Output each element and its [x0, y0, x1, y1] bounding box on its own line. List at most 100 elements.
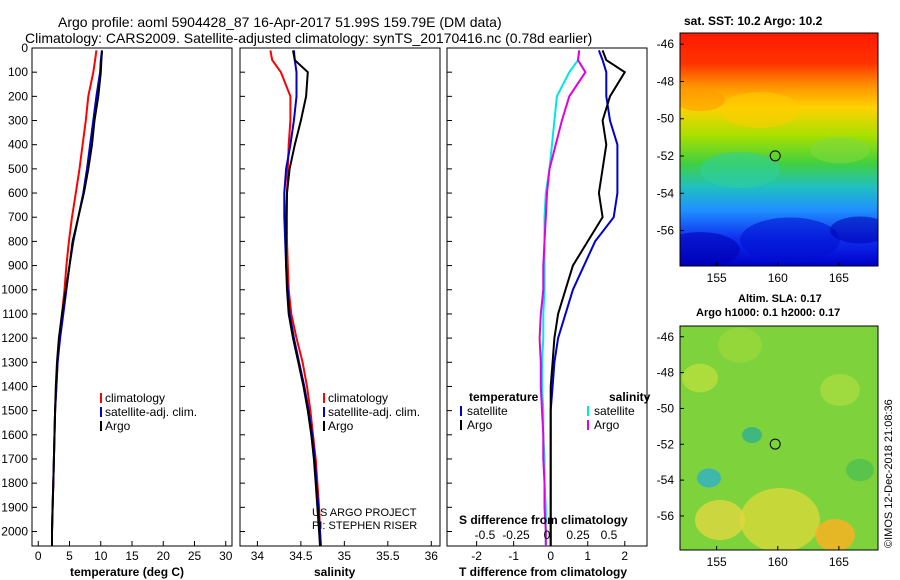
- sst-texture-blob: [700, 152, 780, 188]
- sst-map: sat. SST: 10.2 Argo: 10.2 -46 -48 -50 -52 -5…: [657, 14, 879, 285]
- ytick-label: 1900: [1, 500, 28, 514]
- ytick-label: 1700: [1, 452, 28, 466]
- sla-map-title2: Argo h1000: 0.1 h2000: 0.17: [696, 307, 840, 319]
- difference-xticks: -2 -1 0 1 2: [471, 541, 628, 563]
- temperature-plot-frame: [31, 47, 233, 547]
- sla-texture-blob: [682, 363, 718, 393]
- sla-texture-blob: [742, 427, 762, 443]
- legend-label: satellite: [594, 404, 635, 418]
- ytick-label: 1500: [1, 404, 28, 418]
- ytick-label: 400: [8, 138, 28, 152]
- sla-map: Altim. SLA: 0.17 Argo h1000: 0.1 h2000: …: [657, 293, 879, 569]
- ytick-label: 1600: [1, 428, 28, 442]
- sla-texture-blob: [820, 374, 860, 406]
- xtick2-label: 0.25: [566, 528, 590, 542]
- difference-xlabel: T difference from climatology: [459, 565, 627, 579]
- sla-texture-blob: [846, 458, 874, 482]
- imos-watermark: ©IMOS 12-Dec-2018 21:08:36: [883, 399, 895, 548]
- ytick-label: 1400: [1, 379, 28, 393]
- series-line-argo: [285, 50, 321, 547]
- salinity-lines: [269, 50, 322, 547]
- xtick2-label: 0.5: [601, 528, 618, 542]
- xtick2-label: 0: [544, 528, 551, 542]
- xtick-label: 36: [425, 549, 439, 563]
- series-line-climatology: [51, 50, 98, 546]
- sla-profile-marker: [769, 438, 781, 450]
- sla-texture-blob: [815, 519, 855, 550]
- figure-title-line2: Climatology: CARS2009. Satellite-adjuste…: [25, 30, 592, 46]
- xtick-label: 34.5: [289, 549, 313, 563]
- depth-yticks: 0 100 200 300 400 500 600 700 800 900 1000 1100 1200…: [1, 41, 452, 538]
- map-xtick-label: 160: [768, 555, 788, 569]
- sst-map-xticks: 155 160 165: [707, 262, 849, 285]
- map-ytick-label: -48: [657, 366, 675, 380]
- sla-texture-blob: [695, 500, 745, 540]
- sla-map-title1: Altim. SLA: 0.17: [738, 293, 822, 305]
- legend-label: climatology: [328, 391, 388, 405]
- xtick-label: -2: [471, 549, 482, 563]
- ytick-label: 700: [8, 210, 28, 224]
- map-ytick-label: -52: [657, 437, 675, 451]
- sst-texture: [680, 88, 878, 266]
- ytick-label: 100: [8, 65, 28, 79]
- legend-label: Argo: [594, 418, 620, 432]
- map-xtick-label: 155: [707, 271, 727, 285]
- ytick-label: 500: [8, 162, 28, 176]
- map-ytick-label: -54: [657, 186, 675, 200]
- map-ytick-label: -50: [657, 401, 675, 415]
- legend-label: satellite: [467, 404, 508, 418]
- ytick-label: 200: [8, 89, 28, 103]
- salinity-panel: 34 34.5 35 35.5 36 salinity climatologysatel…: [239, 47, 441, 579]
- salinity-xticks: 34 34.5 35 35.5 36: [251, 541, 439, 563]
- series-line-temperature-argo: [549, 50, 627, 546]
- difference-panel: -2 -1 0 1 2 -0.5 -0.25 0 0.25 0.5 T difference f…: [446, 47, 651, 579]
- ytick-label: 0: [21, 41, 28, 55]
- difference-plot-frame: [446, 47, 648, 547]
- difference-legend: temperature salinitysatelliteArgosatellit…: [460, 390, 651, 432]
- sla-map-frame: [679, 325, 879, 551]
- sla-texture: [682, 327, 874, 550]
- xtick-label: 35: [338, 549, 352, 563]
- legend-label: climatology: [105, 391, 165, 405]
- xtick2-label: -0.5: [475, 528, 496, 542]
- figure-title-line1: Argo profile: aoml 5904428_87 16-Apr-201…: [58, 14, 502, 30]
- ytick-label: 900: [8, 259, 28, 273]
- sst-texture-blob: [720, 92, 800, 128]
- salinity-plot-frame: [239, 47, 441, 547]
- sla-texture-blob: [740, 488, 820, 550]
- map-xtick-label: 155: [707, 555, 727, 569]
- temperature-lines: [51, 50, 103, 546]
- legend-label: satellite-adj. clim.: [105, 405, 197, 419]
- sst-map-title: sat. SST: 10.2 Argo: 10.2: [684, 14, 823, 28]
- legend-label: Argo: [105, 419, 131, 433]
- xtick-label: 0: [35, 549, 42, 563]
- credit-line2: PI: STEPHEN RISER: [312, 520, 417, 532]
- xtick-label: 34: [251, 549, 265, 563]
- xtick-label: -1: [508, 549, 519, 563]
- sst-map-frame: [679, 32, 879, 267]
- map-ytick-label: -50: [657, 112, 675, 126]
- legend-label: satellite-adj. clim.: [328, 405, 420, 419]
- xtick-label: 25: [188, 549, 202, 563]
- xtick-label: 5: [66, 549, 73, 563]
- map-ytick-label: -54: [657, 473, 675, 487]
- sst-texture-blob: [680, 88, 725, 112]
- xtick-label: 35.5: [376, 549, 400, 563]
- xtick-label: 2: [621, 549, 628, 563]
- xtick-label: 0: [547, 549, 554, 563]
- map-ytick-label: -46: [657, 330, 675, 344]
- sla-texture-blob: [718, 327, 762, 363]
- ytick-label: 1100: [2, 307, 28, 321]
- xtick-label: 1: [584, 549, 591, 563]
- map-ytick-label: -56: [657, 509, 675, 523]
- sst-texture-blob: [810, 136, 870, 164]
- series-line-climatology: [269, 50, 322, 547]
- map-ytick-label: -46: [657, 37, 675, 51]
- legend-salinity-header: salinity: [609, 390, 651, 404]
- sst-texture-blob: [740, 217, 840, 263]
- ytick-label: 600: [8, 186, 28, 200]
- temperature-panel: 0 5 10 15 20 25 30 0 100 200 300 400 500 600 700 800 90…: [1, 41, 452, 579]
- temperature-xlabel: temperature (deg C): [70, 565, 184, 579]
